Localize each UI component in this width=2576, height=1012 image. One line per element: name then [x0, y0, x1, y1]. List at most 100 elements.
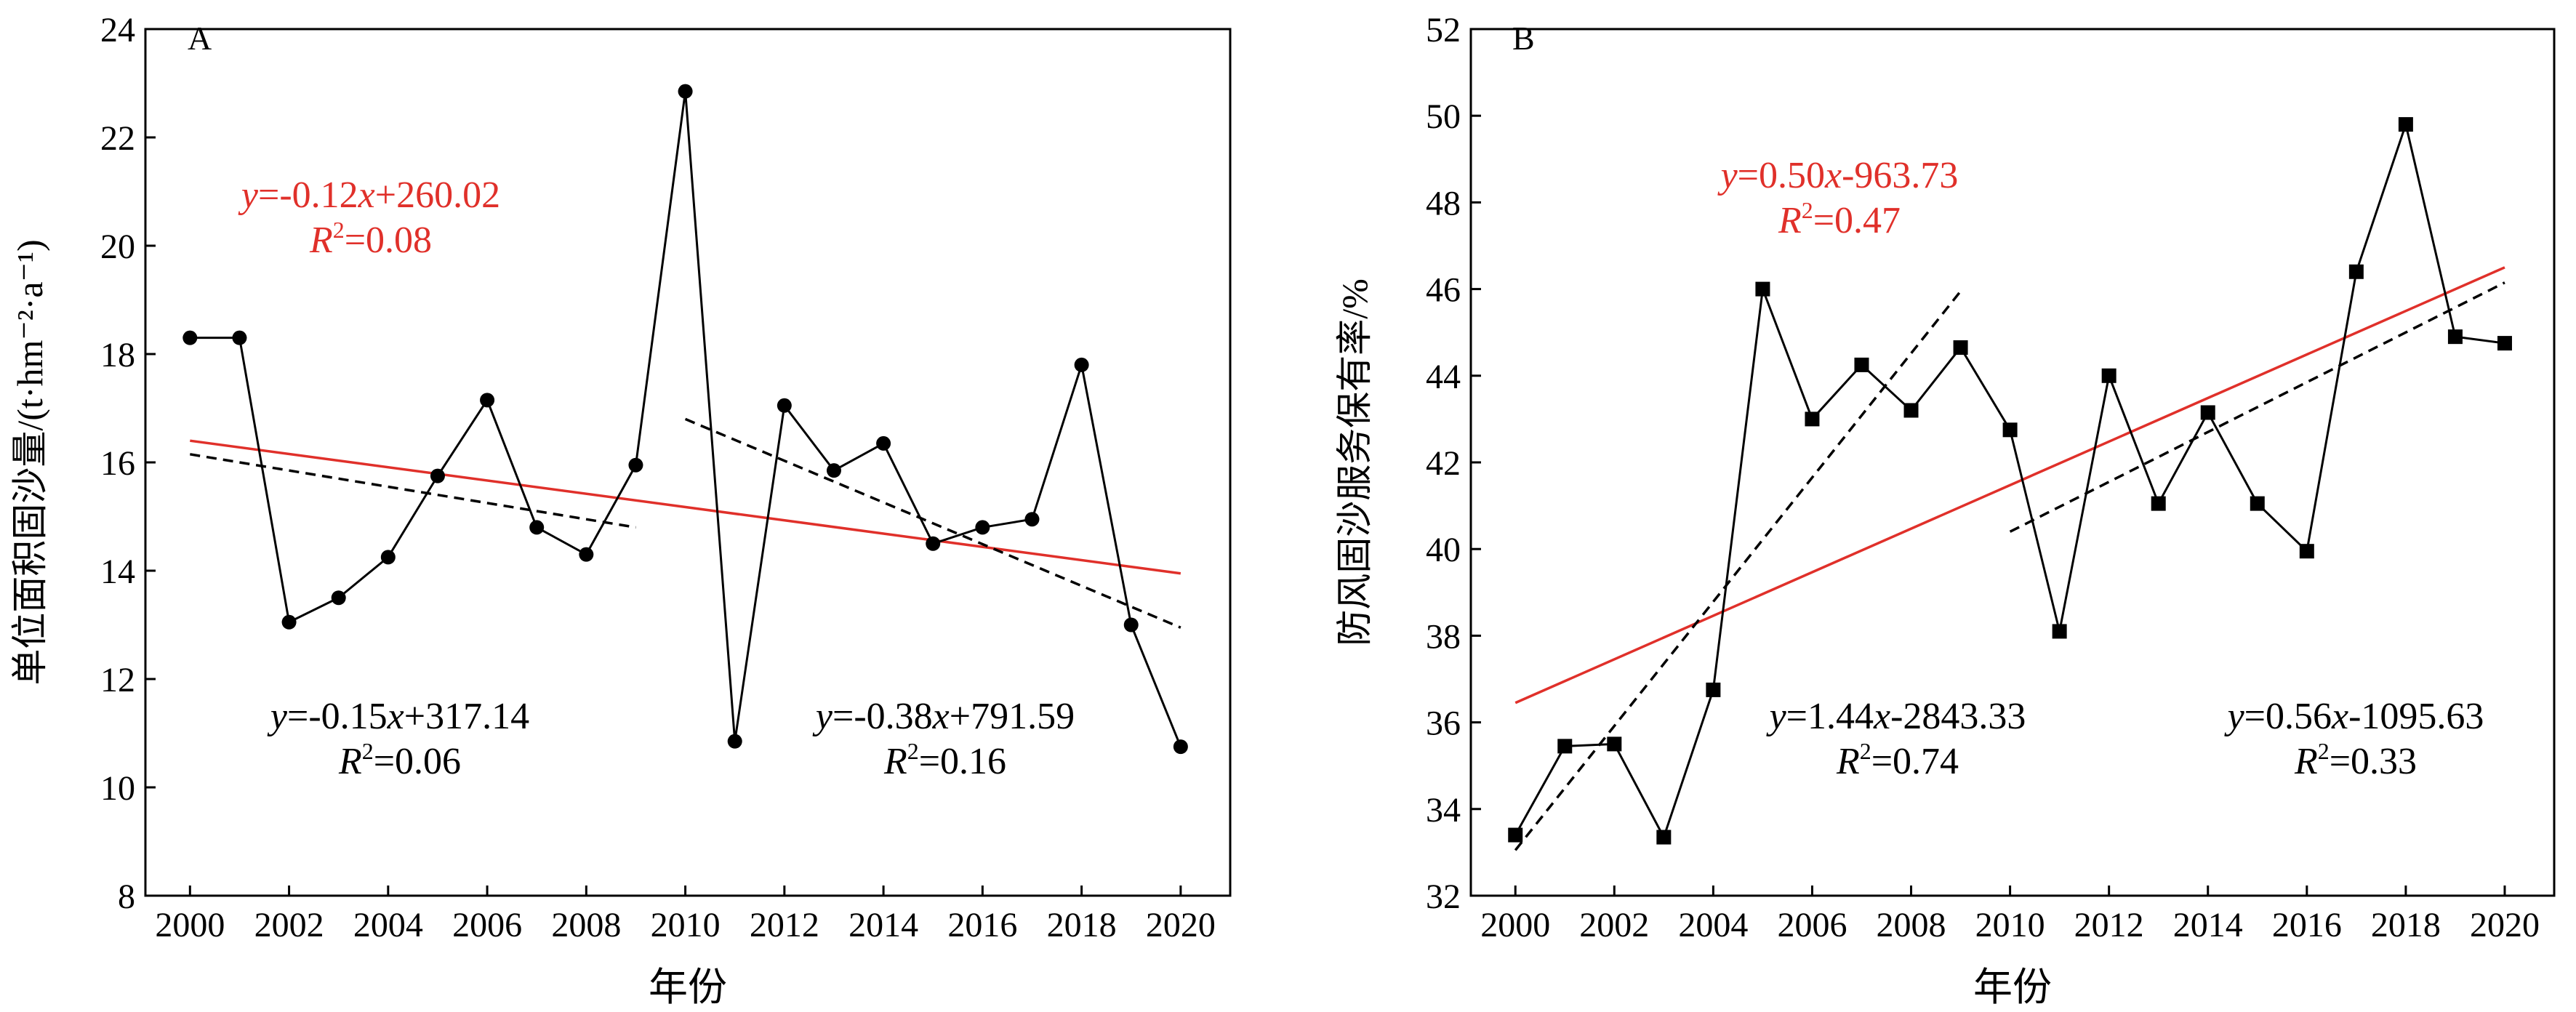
x-tick-label: 2014 [848, 906, 918, 944]
eq-x: x [1824, 155, 1842, 196]
x-tick-label: 2012 [750, 906, 819, 944]
y-tick-label: 36 [1426, 704, 1461, 743]
x-tick-label: 2002 [1579, 906, 1649, 944]
r-superscript: 2 [1860, 738, 1871, 764]
data-point [182, 330, 198, 345]
x-tick-label: 2020 [1146, 906, 1216, 944]
eq-coef: =1.44 [1786, 696, 1874, 737]
r-symbol: R [2294, 741, 2318, 782]
x-tick-label: 2014 [2173, 906, 2243, 944]
data-point [1903, 403, 1919, 418]
r-squared: R2=0.06 [338, 738, 461, 782]
y-tick-label: 38 [1426, 617, 1461, 656]
eq-x: x [387, 696, 404, 737]
x-tick-label: 2016 [947, 906, 1017, 944]
data-point [281, 614, 297, 630]
r-value: =0.16 [919, 741, 1006, 782]
x-tick-label: 2002 [254, 906, 324, 944]
panel-label: A [188, 20, 212, 57]
trend-line-segment-1 [1514, 290, 1962, 851]
y-tick-label: 40 [1426, 531, 1461, 569]
y-tick-label: 48 [1426, 184, 1461, 222]
trend-line-segment-1 [190, 453, 636, 529]
trend-line-overall [1514, 266, 2505, 704]
regression-equation: y=-0.38x+791.59 [812, 696, 1075, 737]
eq-y: y [2224, 696, 2245, 737]
eq-x: x [2331, 696, 2348, 737]
eq-y: y [1766, 696, 1787, 737]
data-point [2250, 496, 2265, 511]
data-point [1074, 357, 1089, 372]
data-point [1508, 827, 1523, 843]
y-tick-label: 16 [100, 444, 135, 483]
y-axis-label: 单位面积固沙量/(t·hm⁻²·a⁻¹) [9, 239, 50, 685]
r-superscript: 2 [362, 738, 374, 764]
data-point [480, 393, 495, 408]
data-point [2398, 117, 2413, 132]
x-tick-label: 2008 [551, 906, 621, 944]
r-superscript: 2 [907, 738, 919, 764]
y-tick-label: 10 [100, 769, 135, 808]
r-superscript: 2 [333, 217, 345, 243]
regression-equation: y=-0.15x+317.14 [267, 696, 529, 737]
data-point [579, 547, 594, 562]
data-point [777, 398, 792, 413]
r-squared: R2=0.16 [883, 738, 1006, 782]
data-point [1854, 357, 1869, 372]
data-point [529, 520, 545, 535]
data-point [1173, 739, 1188, 755]
r-value: =0.47 [1813, 200, 1901, 241]
data-point [2497, 336, 2512, 351]
regression-equation: y=0.56x-1095.63 [2224, 696, 2484, 737]
eq-y: y [812, 696, 833, 737]
eq-coef: =-0.12 [258, 174, 358, 216]
r-superscript: 2 [2318, 738, 2330, 764]
r-value: =0.33 [2330, 741, 2417, 782]
trend-line-segment-2 [2009, 281, 2505, 533]
eq-intercept: +791.59 [950, 696, 1075, 737]
data-point [2151, 496, 2166, 511]
data-point [1755, 281, 1770, 297]
data-point [1953, 340, 1968, 356]
eq-intercept: -2843.33 [1890, 696, 2026, 737]
data-point [1706, 682, 1721, 697]
data-point [2447, 329, 2463, 345]
r-superscript: 2 [1802, 197, 1813, 223]
r-value: =0.74 [1871, 741, 1959, 782]
y-tick-label: 42 [1426, 444, 1461, 483]
data-point [331, 590, 346, 606]
data-point [628, 457, 643, 473]
r-squared: R2=0.08 [309, 217, 432, 261]
data-point [2299, 544, 2314, 559]
eq-intercept: -1095.63 [2348, 696, 2484, 737]
data-point [1656, 830, 1672, 845]
data-point [826, 463, 841, 478]
x-tick-label: 2000 [155, 906, 225, 944]
x-tick-label: 2010 [651, 906, 721, 944]
y-tick-label: 14 [100, 553, 135, 591]
data-point [876, 435, 891, 451]
x-tick-label: 2000 [1480, 906, 1550, 944]
y-tick-label: 20 [100, 228, 135, 266]
eq-x: x [358, 174, 375, 216]
data-point [1123, 617, 1139, 632]
x-tick-label: 2016 [2272, 906, 2342, 944]
data-point [926, 536, 941, 551]
r-symbol: R [1778, 200, 1802, 241]
regression-equation: y=0.50x-963.73 [1717, 155, 1959, 196]
x-axis-label: 年份 [1973, 965, 2052, 1009]
x-tick-label: 2006 [452, 906, 522, 944]
r-squared: R2=0.74 [1836, 738, 1959, 782]
data-point [2101, 368, 2116, 383]
y-tick-label: 22 [100, 119, 135, 158]
x-tick-label: 2004 [353, 906, 423, 944]
data-point [2052, 624, 2067, 639]
x-tick-label: 2008 [1877, 906, 1946, 944]
x-tick-label: 2020 [2470, 906, 2540, 944]
data-point [1024, 512, 1040, 527]
data-point [430, 468, 445, 483]
r-symbol: R [309, 220, 333, 261]
y-tick-label: 8 [118, 878, 135, 916]
